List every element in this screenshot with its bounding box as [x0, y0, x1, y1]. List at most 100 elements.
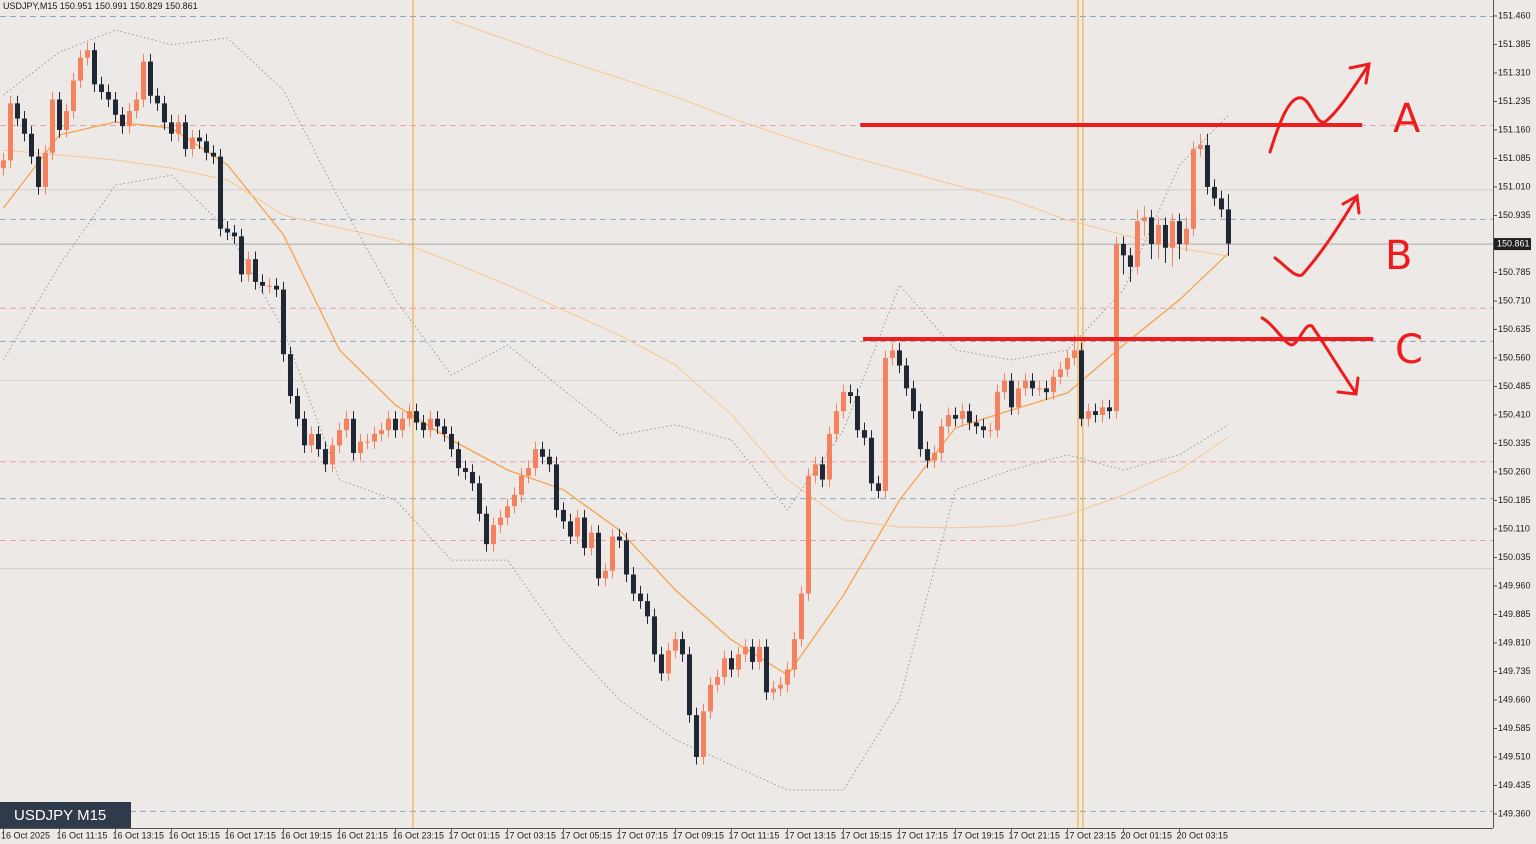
candle-body — [28, 133, 34, 157]
candle-body — [511, 494, 517, 507]
y-tick-label: 151.310 — [1498, 67, 1531, 77]
candle-body — [1001, 380, 1007, 393]
candle-body — [1155, 224, 1161, 244]
candle-body — [1141, 217, 1147, 222]
candle-body — [350, 418, 356, 453]
candle-body — [175, 122, 181, 134]
candle-body — [959, 411, 965, 419]
candle-body — [161, 103, 167, 123]
candle-body — [966, 411, 972, 423]
levels-layer — [0, 0, 1493, 828]
y-tick-label: 149.885 — [1498, 609, 1531, 619]
annotation: C — [1395, 327, 1423, 373]
arrowhead-a — [1348, 62, 1371, 85]
indicator-line — [451, 19, 1229, 257]
candle-body — [392, 418, 398, 431]
y-tick-label: 150.560 — [1498, 352, 1531, 362]
candle-body — [0, 160, 6, 168]
candle-body — [1169, 221, 1175, 248]
candle-body — [1148, 217, 1154, 244]
indicator-line — [3, 149, 1229, 529]
price-axis-bg — [1493, 0, 1536, 844]
candle-body — [532, 449, 538, 469]
y-tick-label: 149.435 — [1498, 780, 1531, 790]
candle-body — [210, 152, 216, 157]
candle-body — [1190, 148, 1196, 229]
arrowhead-c — [1336, 376, 1360, 396]
candle-body — [917, 411, 923, 450]
x-tick-label: 20 Oct 03:15 — [1176, 830, 1228, 840]
annotation: B — [1385, 233, 1412, 279]
y-tick-label: 149.510 — [1498, 751, 1531, 761]
candle-body — [399, 418, 405, 431]
x-tick-label: 16 Oct 19:15 — [280, 830, 332, 840]
candle-body — [1127, 255, 1133, 267]
candle-body — [462, 468, 468, 472]
y-tick-label: 150.485 — [1498, 381, 1531, 391]
candle-body — [434, 418, 440, 427]
x-tick-label: 20 Oct 01:15 — [1120, 830, 1172, 840]
candle-body — [945, 414, 951, 427]
candle-body — [994, 392, 1000, 431]
candle-body — [735, 654, 741, 670]
candle-body — [658, 654, 664, 674]
candle-body — [364, 441, 370, 443]
y-tick-label: 149.810 — [1498, 637, 1531, 647]
x-tick-label: 16 Oct 17:15 — [224, 830, 276, 840]
candle-body — [252, 259, 258, 282]
candle-body — [196, 137, 202, 142]
candle-body — [427, 418, 433, 431]
candle-body — [1092, 411, 1098, 415]
candle-body — [147, 61, 153, 96]
y-tick-label: 149.585 — [1498, 723, 1531, 733]
y-tick-label: 150.035 — [1498, 552, 1531, 562]
x-tick-label: 17 Oct 17:15 — [896, 830, 948, 840]
candle-body — [1099, 407, 1105, 415]
y-tick-label: 150.935 — [1498, 210, 1531, 220]
candle-body — [952, 414, 958, 419]
x-tick-label: 16 Oct 11:15 — [56, 830, 107, 840]
candle-body — [938, 426, 944, 453]
candle-body — [595, 532, 601, 579]
candle-body — [840, 392, 846, 412]
candle-body — [259, 281, 265, 286]
candle-body — [882, 357, 888, 491]
candle-body — [588, 532, 594, 548]
candle-body — [784, 669, 790, 685]
candle-body — [805, 475, 811, 594]
candle-body — [973, 422, 979, 427]
candle-body — [1057, 369, 1063, 377]
candle-body — [1008, 380, 1014, 408]
candle-body — [651, 616, 657, 655]
candle-body — [1022, 380, 1028, 389]
header-low: 150.829 — [130, 1, 163, 11]
candle-body — [119, 114, 125, 127]
candles-layer — [0, 42, 1231, 765]
candle-body — [294, 395, 300, 419]
y-tick-label: 150.110 — [1498, 523, 1530, 533]
candle-body — [1134, 221, 1140, 267]
candle-body — [931, 452, 937, 461]
y-tick-label: 150.635 — [1498, 324, 1531, 334]
arrowhead-b — [1341, 193, 1361, 215]
candle-body — [84, 50, 90, 58]
candle-body — [1225, 209, 1231, 244]
y-tick-label: 150.710 — [1498, 295, 1531, 305]
drawings-layer: A B C — [860, 62, 1423, 396]
candle-body — [525, 468, 531, 476]
candle-body — [693, 715, 699, 757]
candle-body — [553, 464, 559, 510]
y-tick-label: 151.160 — [1498, 124, 1531, 134]
x-tick-label: 16 Oct 13:15 — [112, 830, 164, 840]
candle-body — [133, 99, 139, 111]
candle-body — [1071, 350, 1077, 358]
candle-body — [777, 684, 783, 689]
candle-body — [455, 449, 461, 469]
candle-body — [833, 411, 839, 434]
candle-body — [546, 456, 552, 465]
candle-body — [623, 540, 629, 575]
candle-body — [630, 574, 636, 594]
candle-body — [329, 445, 335, 465]
candle-body — [413, 411, 419, 423]
